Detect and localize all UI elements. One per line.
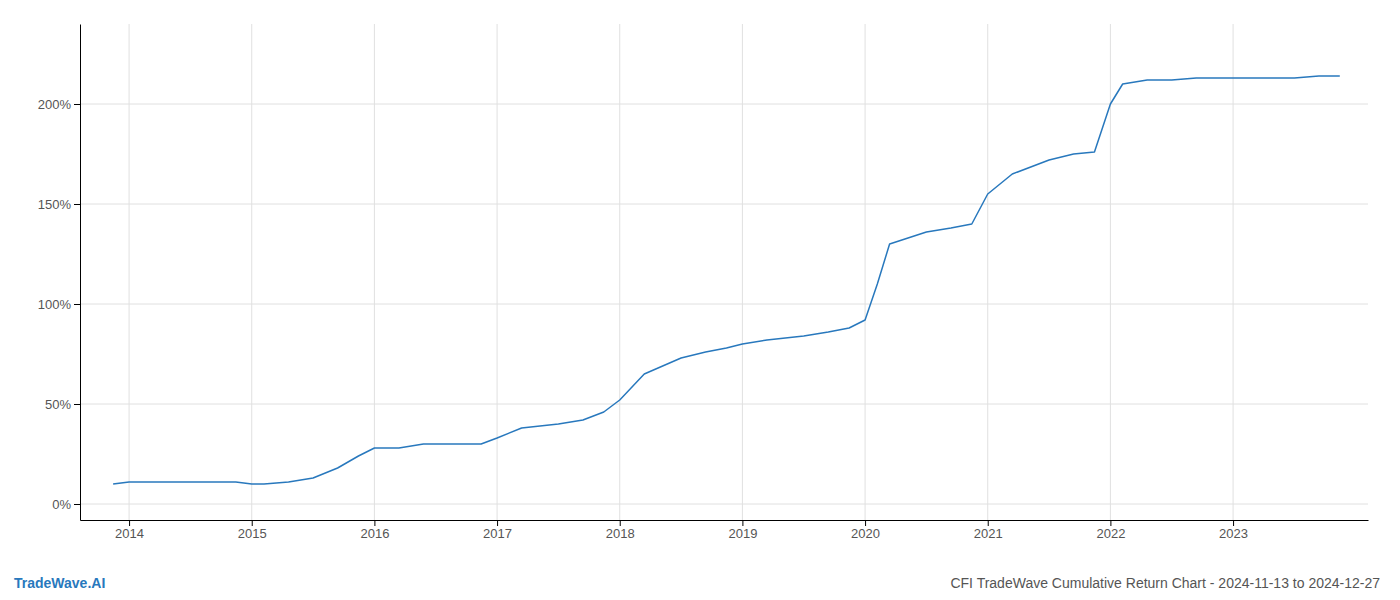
tick-label: 2020 (851, 526, 880, 541)
grid-line (80, 204, 1368, 205)
tick: 0% (52, 497, 80, 512)
grid-line (1233, 24, 1234, 520)
grid-line (619, 24, 620, 520)
grid-line (987, 24, 988, 520)
tick-mark (74, 204, 80, 205)
tick-label: 2015 (238, 526, 267, 541)
chart: 2014 2015 2016 2017 2018 2019 2020 2021 2022 2023… (0, 0, 1400, 600)
grid-line (251, 24, 252, 520)
tick-label: 150% (38, 197, 72, 212)
tick: 150% (38, 197, 80, 212)
grid-line (497, 24, 498, 520)
tick-mark (374, 520, 375, 526)
grid (80, 24, 1368, 520)
title: CFI TradeWave Cumulative Return Chart - … (950, 575, 1380, 591)
grid-line (129, 24, 130, 520)
tick: 2015 (238, 520, 267, 541)
tick-label: 0% (52, 497, 71, 512)
tick-label: 2023 (1219, 526, 1248, 541)
tick-mark (1110, 520, 1111, 526)
tick-label: 100% (38, 297, 72, 312)
tick-label: 200% (38, 97, 72, 112)
tick-mark (620, 520, 621, 526)
tick: 2023 (1219, 520, 1248, 541)
tick-mark (129, 520, 130, 526)
grid-line (1110, 24, 1111, 520)
tick: 2022 (1096, 520, 1125, 541)
tick-label: 2014 (115, 526, 144, 541)
tick: 2017 (483, 520, 512, 541)
tick: 200% (38, 97, 80, 112)
tick-mark (74, 104, 80, 105)
y-axis-line (80, 25, 81, 521)
watermark: TradeWave.AI (14, 575, 105, 591)
tick-label: 2021 (974, 526, 1003, 541)
tick-mark (74, 304, 80, 305)
grid-line (80, 404, 1368, 405)
grid-line (80, 504, 1368, 505)
tick-mark (252, 520, 253, 526)
tick-label: 50% (45, 397, 71, 412)
y-axis: 0% 50% 100% 150% 200% (38, 25, 81, 521)
tick: 50% (45, 397, 80, 412)
tick-mark (74, 404, 80, 405)
grid-line (80, 104, 1368, 105)
grid-line (742, 24, 743, 520)
tick: 2014 (115, 520, 144, 541)
tick-mark (74, 504, 80, 505)
line (113, 76, 1340, 484)
tick-label: 2017 (483, 526, 512, 541)
tick-mark (1233, 520, 1234, 526)
x-axis: 2014 2015 2016 2017 2018 2019 2020 2021 2022 2023 (81, 520, 1369, 541)
tick-label: 2019 (728, 526, 757, 541)
plot-area: 2014 2015 2016 2017 2018 2019 2020 2021 2022 2023… (38, 24, 1369, 541)
tick-mark (742, 520, 743, 526)
tick-mark (865, 520, 866, 526)
tick: 2018 (606, 520, 635, 541)
tick: 2019 (728, 520, 757, 541)
tick-label: 2022 (1096, 526, 1125, 541)
tick-label: 2016 (360, 526, 389, 541)
x-axis-line (81, 520, 1369, 521)
grid-line (374, 24, 375, 520)
grid-line (80, 304, 1368, 305)
grid-line (865, 24, 866, 520)
tick: 2016 (360, 520, 389, 541)
tick-mark (497, 520, 498, 526)
tick: 2021 (974, 520, 1003, 541)
tick-label: 2018 (606, 526, 635, 541)
tick-mark (988, 520, 989, 526)
tick: 2020 (851, 520, 880, 541)
series (113, 76, 1340, 484)
tick: 100% (38, 297, 80, 312)
